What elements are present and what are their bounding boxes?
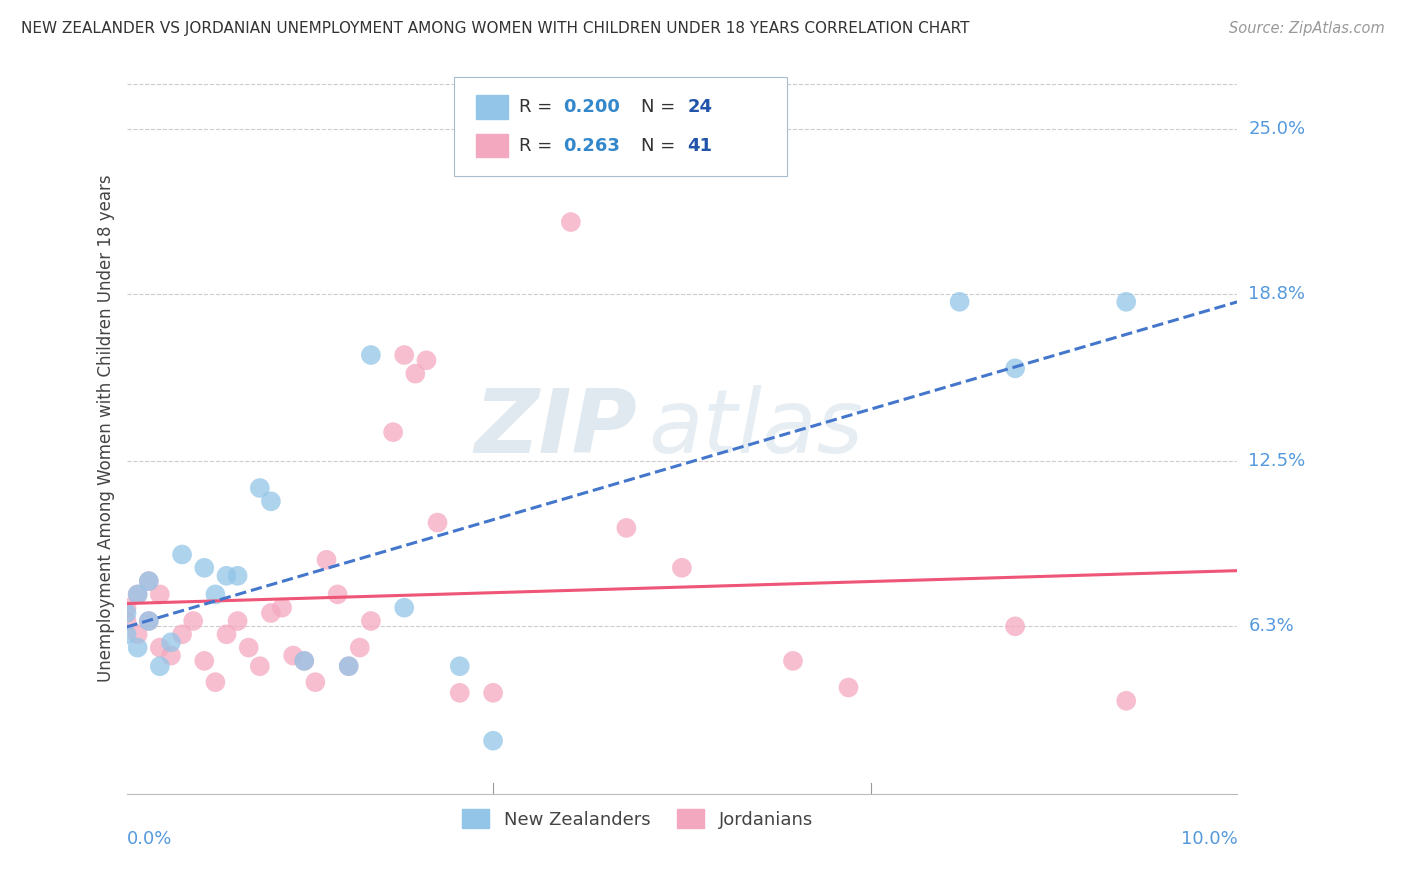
Text: 0.200: 0.200	[562, 98, 620, 116]
Text: R =: R =	[519, 98, 558, 116]
Point	[292, 654, 315, 668]
Point	[226, 614, 249, 628]
Text: atlas: atlas	[648, 385, 863, 471]
Point	[160, 635, 183, 649]
Point	[127, 587, 149, 601]
Text: ZIP: ZIP	[475, 384, 637, 472]
Point	[172, 548, 194, 562]
Text: Source: ZipAtlas.com: Source: ZipAtlas.com	[1229, 21, 1385, 36]
Point	[149, 640, 172, 655]
Point	[115, 627, 138, 641]
Point	[127, 587, 149, 601]
Point	[115, 614, 138, 628]
Point	[326, 587, 349, 601]
Point	[226, 568, 249, 582]
Text: 24: 24	[688, 98, 713, 116]
Point	[304, 675, 326, 690]
Point	[260, 494, 283, 508]
Point	[382, 425, 405, 439]
Text: N =: N =	[641, 98, 681, 116]
Point	[1004, 619, 1026, 633]
Point	[426, 516, 449, 530]
Point	[260, 606, 283, 620]
Point	[181, 614, 204, 628]
Text: R =: R =	[519, 136, 558, 155]
Text: 6.3%: 6.3%	[1249, 617, 1294, 635]
Point	[249, 659, 271, 673]
Point	[138, 614, 160, 628]
Point	[249, 481, 271, 495]
Point	[1115, 694, 1137, 708]
Point	[482, 686, 505, 700]
Legend: New Zealanders, Jordanians: New Zealanders, Jordanians	[454, 802, 820, 836]
Y-axis label: Unemployment Among Women with Children Under 18 years: Unemployment Among Women with Children U…	[97, 174, 115, 682]
Point	[149, 587, 172, 601]
Point	[394, 348, 416, 362]
Point	[349, 640, 371, 655]
Point	[838, 681, 860, 695]
Point	[215, 568, 238, 582]
Text: 25.0%: 25.0%	[1249, 120, 1306, 138]
Point	[560, 215, 582, 229]
Text: 12.5%: 12.5%	[1249, 452, 1306, 470]
Text: 0.0%: 0.0%	[127, 830, 172, 848]
Point	[360, 614, 382, 628]
Point	[449, 686, 471, 700]
Point	[1115, 294, 1137, 309]
Point	[215, 627, 238, 641]
Text: 0.263: 0.263	[562, 136, 620, 155]
Point	[115, 606, 138, 620]
Point	[149, 659, 172, 673]
Text: NEW ZEALANDER VS JORDANIAN UNEMPLOYMENT AMONG WOMEN WITH CHILDREN UNDER 18 YEARS: NEW ZEALANDER VS JORDANIAN UNEMPLOYMENT …	[21, 21, 970, 36]
Point	[337, 659, 360, 673]
Text: 18.8%: 18.8%	[1249, 285, 1305, 303]
Point	[281, 648, 304, 663]
Point	[238, 640, 260, 655]
Point	[138, 614, 160, 628]
Point	[1004, 361, 1026, 376]
Point	[404, 367, 426, 381]
Point	[337, 659, 360, 673]
Point	[271, 600, 294, 615]
Point	[394, 600, 416, 615]
Point	[614, 521, 637, 535]
Point	[127, 640, 149, 655]
Point	[671, 561, 693, 575]
Point	[315, 553, 337, 567]
Point	[415, 353, 437, 368]
Point	[482, 733, 505, 747]
Point	[172, 627, 194, 641]
Point	[204, 675, 226, 690]
Point	[360, 348, 382, 362]
Point	[115, 600, 138, 615]
Point	[127, 627, 149, 641]
Point	[160, 648, 183, 663]
Point	[948, 294, 970, 309]
Text: N =: N =	[641, 136, 681, 155]
Point	[138, 574, 160, 588]
Bar	[477, 134, 508, 158]
Point	[193, 654, 215, 668]
Point	[782, 654, 804, 668]
Point	[138, 574, 160, 588]
Text: 41: 41	[688, 136, 713, 155]
Text: 10.0%: 10.0%	[1181, 830, 1237, 848]
FancyBboxPatch shape	[454, 77, 787, 176]
Point	[204, 587, 226, 601]
Point	[193, 561, 215, 575]
Point	[292, 654, 315, 668]
Point	[449, 659, 471, 673]
Bar	[477, 95, 508, 119]
